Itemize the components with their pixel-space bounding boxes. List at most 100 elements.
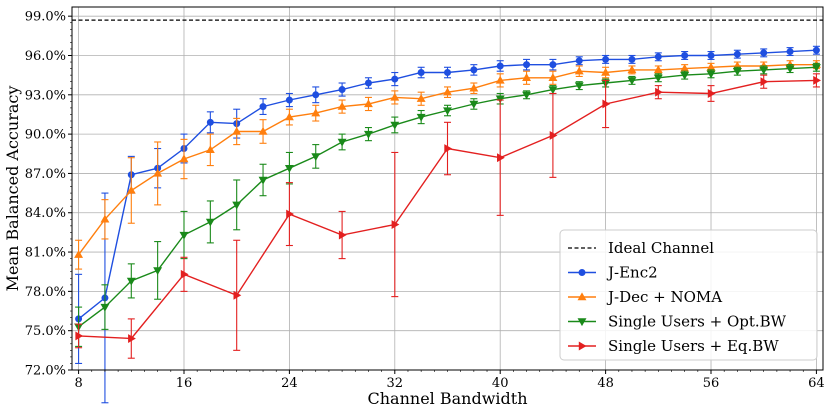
y-tick-label: 90.0%: [25, 128, 66, 143]
x-tick-label: 8: [74, 376, 82, 391]
legend-item: J-Enc2: [568, 264, 658, 282]
data-point: [180, 269, 189, 279]
legend-marker: [577, 318, 587, 327]
data-point: [548, 86, 558, 95]
data-point: [179, 231, 189, 240]
data-point: [284, 112, 294, 121]
y-tick-label: 93.0%: [25, 88, 66, 103]
data-point: [786, 48, 794, 56]
data-point: [416, 113, 426, 122]
x-tick-label: 48: [597, 376, 614, 391]
data-point: [416, 94, 426, 102]
data-point: [813, 75, 822, 85]
data-point: [707, 89, 716, 98]
data-point: [574, 82, 584, 91]
data-point: [312, 91, 320, 99]
data-point: [232, 201, 242, 210]
x-tick-label: 24: [281, 376, 298, 391]
data-point: [549, 61, 557, 69]
data-point: [548, 73, 558, 81]
y-axis-label: Mean Balanced Accuracy: [3, 86, 22, 292]
data-point: [760, 77, 769, 87]
data-point: [206, 118, 214, 126]
data-point: [363, 99, 373, 108]
series-2: [74, 62, 821, 347]
data-point: [495, 95, 505, 104]
data-point: [258, 176, 268, 185]
data-point: [363, 130, 373, 139]
legend-label: Single Users + Opt.BW: [608, 313, 787, 331]
y-tick-label: 81.0%: [25, 246, 66, 261]
data-point: [337, 101, 347, 110]
data-point: [259, 103, 267, 111]
x-tick-label: 16: [176, 376, 193, 391]
data-point: [391, 220, 400, 229]
data-point: [628, 55, 636, 63]
y-tick-label: 72.0%: [25, 364, 66, 379]
data-point: [390, 92, 400, 101]
legend-label: J-Enc2: [606, 264, 658, 282]
x-axis-label: Channel Bandwidth: [368, 389, 528, 408]
data-point: [575, 57, 583, 65]
data-point: [627, 77, 637, 85]
data-point: [497, 153, 505, 163]
data-point: [443, 107, 452, 116]
data-point: [74, 250, 84, 258]
legend-marker: [578, 341, 587, 351]
data-point: [785, 65, 795, 74]
data-point: [285, 96, 293, 104]
data-point: [760, 49, 768, 57]
y-tick-label: 96.0%: [25, 49, 66, 64]
y-tick-label: 99.0%: [25, 10, 66, 25]
data-point: [812, 46, 820, 54]
legend-item: Ideal Channel: [568, 239, 714, 257]
legend-label: Single Users + Eq.BW: [608, 337, 779, 355]
x-tick-label: 56: [703, 376, 720, 391]
series-1: [74, 60, 821, 270]
data-point: [523, 61, 531, 69]
series-3: [75, 73, 822, 359]
data-point: [311, 153, 321, 162]
legend-marker: [578, 269, 586, 276]
x-tick-label: 32: [387, 376, 404, 391]
data-point: [284, 164, 294, 173]
data-point: [417, 69, 425, 77]
y-tick-label: 78.0%: [25, 285, 66, 300]
data-point: [469, 83, 479, 92]
data-point: [574, 66, 584, 75]
legend-item: J-Dec + NOMA: [568, 288, 722, 306]
data-point: [126, 185, 136, 194]
data-point: [338, 230, 347, 240]
data-point: [495, 75, 505, 84]
data-point: [627, 65, 637, 74]
legend-item: Single Users + Eq.BW: [568, 337, 779, 355]
data-point: [205, 218, 215, 227]
data-point: [653, 65, 663, 74]
data-point: [338, 86, 346, 94]
legend: Ideal Channel J-Enc2 J-Dec + NOMA Single Us…: [559, 229, 818, 361]
data-point: [100, 303, 110, 312]
data-point: [522, 91, 532, 100]
y-axis-ticks: 72.0% 75.0% 78.0% 81.0% 84.0% 87.0% 90.0% 93.0%…: [25, 10, 72, 379]
data-point: [311, 108, 321, 117]
data-point: [153, 267, 163, 276]
data-point: [602, 99, 611, 109]
data-point: [496, 62, 504, 70]
data-point: [469, 100, 479, 109]
data-point: [444, 69, 451, 77]
legend-marker: [577, 292, 587, 301]
legend-label: J-Dec + NOMA: [606, 288, 722, 306]
data-point: [390, 121, 400, 130]
data-point: [732, 68, 742, 76]
series-0: [75, 45, 820, 404]
data-point: [443, 87, 452, 96]
data-point: [681, 51, 689, 59]
data-point: [706, 70, 716, 79]
y-tick-label: 87.0%: [25, 167, 66, 182]
data-point: [470, 66, 478, 74]
data-point: [233, 290, 242, 300]
legend-label: Ideal Channel: [608, 239, 714, 257]
data-point: [75, 331, 84, 341]
data-point: [205, 145, 215, 154]
x-tick-label: 40: [492, 376, 509, 391]
